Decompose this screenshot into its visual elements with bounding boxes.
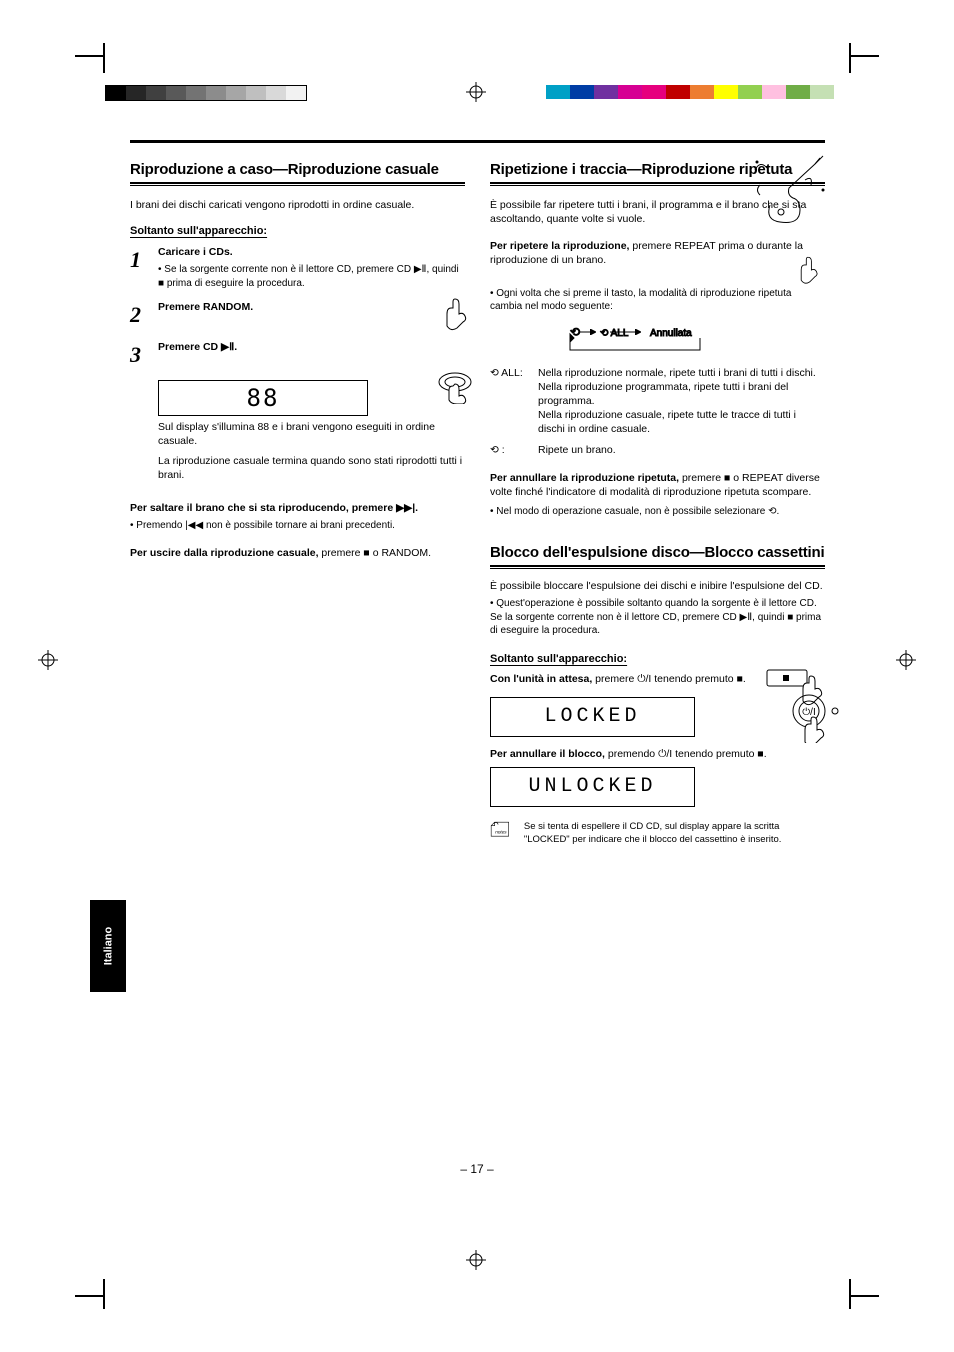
lock-intro: È possibile bloccare l'espulsione dei di… [490, 579, 825, 593]
lcd-display-locked: LOCKED [490, 697, 695, 737]
lock-action-row: Con l'unità in attesa, premere ⏻/I tenen… [490, 672, 825, 686]
step-1-note: • Se la sorgente corrente non è il letto… [158, 263, 465, 290]
language-tab: Italiano [90, 900, 126, 992]
only-on-unit-label-2: Soltanto sull'apparecchio: [490, 652, 825, 667]
crop-mark [75, 1295, 105, 1297]
notes-row: notes Se si tenta di espellere il CD CD,… [490, 821, 825, 849]
svg-text:notes: notes [495, 829, 507, 834]
heading-underline [490, 565, 825, 569]
grayscale-calibration-bar [105, 85, 307, 101]
section-heading-random: Riproduzione a caso—Riproduzione casuale [130, 160, 465, 180]
random-repeat-note: • Nel modo di operazione casuale, non è … [490, 505, 825, 519]
page-number: – 17 – [0, 1162, 954, 1176]
crop-mark [75, 55, 105, 57]
step-3: 3 Premere CD ▶Ⅱ. [130, 340, 465, 370]
crop-mark [849, 1295, 879, 1297]
section-heading-lock: Blocco dell'espulsione disco—Blocco cass… [490, 543, 825, 563]
step-3-title: Premere CD ▶Ⅱ. [158, 341, 237, 353]
mode-all-desc: ⟲ ALL: Nella riproduzione normale, ripet… [490, 366, 825, 437]
left-column: Riproduzione a caso—Riproduzione casuale… [130, 160, 465, 560]
repeat-cycle-note: • Ogni volta che si preme il tasto, la m… [490, 287, 825, 314]
step-2-title: Premere RANDOM. [158, 301, 253, 313]
heading-underline [130, 182, 465, 186]
registration-mark-icon [38, 650, 58, 670]
step-1: 1 Caricare i CDs. • Se la sorgente corre… [130, 245, 465, 290]
section-heading-repeat: Ripetizione i traccia—Riproduzione ripet… [490, 160, 825, 180]
press-hand-icon [791, 253, 825, 287]
lock-note: • Quest'operazione è possibile soltanto … [490, 597, 825, 638]
repeat-all-icon: ⟲ ALL: [490, 366, 532, 437]
top-horizontal-rule [130, 140, 825, 143]
cancel-repeat: Per annullare la riproduzione ripetuta, … [490, 471, 825, 499]
step-number: 1 [130, 245, 158, 275]
language-tab-label: Italiano [102, 927, 114, 966]
step-3-body-c: La riproduzione casuale termina quando s… [158, 454, 465, 482]
svg-text:Annullata: Annullata [650, 328, 692, 339]
registration-mark-icon [466, 1250, 486, 1270]
registration-mark-icon [466, 82, 486, 102]
skip-note: • Premendo |◀◀ non è possibile tornare a… [130, 519, 465, 533]
exit-random: Per uscire dalla riproduzione casuale, p… [130, 546, 465, 560]
mode-one-desc: ⟲ : Ripete un brano. [490, 443, 825, 457]
step-3-body-b: Sul display s'illumina 88 e i brani veng… [158, 420, 465, 448]
heading-underline [490, 182, 825, 186]
step-1-title: Caricare i CDs. [158, 246, 233, 258]
notes-icon: notes [490, 821, 510, 849]
intro-random: I brani dei dischi caricati vengono ripr… [130, 198, 465, 212]
lcd-locked-text: LOCKED [544, 703, 640, 730]
intro-repeat: È possibile far ripetere tutti i brani, … [490, 198, 825, 226]
crop-mark [849, 55, 879, 57]
unlock-action: Per annullare il blocco, premendo ⏻/I te… [490, 747, 825, 761]
locked-row: LOCKED ⏻/I [490, 697, 825, 737]
registration-mark-icon [896, 650, 916, 670]
lcd-display-unlocked: UNLOCKED [490, 767, 695, 807]
lcd-unlocked-text: UNLOCKED [528, 773, 656, 800]
lcd-display-88: 88 [158, 380, 368, 416]
right-column: Ripetizione i traccia—Riproduzione ripet… [490, 160, 825, 849]
step-number: 2 [130, 300, 158, 330]
color-calibration-bar [546, 85, 834, 99]
lock-section: Blocco dell'espulsione disco—Blocco cass… [490, 543, 825, 849]
step-2: 2 Premere RANDOM. [130, 300, 465, 330]
power-button-with-hand-icon: ⏻/I [787, 693, 845, 747]
step-number: 3 [130, 340, 158, 370]
svg-text:⏻/I: ⏻/I [802, 707, 815, 718]
repeat-one-icon: ⟲ : [490, 443, 532, 457]
only-on-unit-label: Soltanto sull'apparecchio: [130, 224, 465, 239]
press-hand-icon [435, 364, 475, 404]
content-area: Riproduzione a caso—Riproduzione casuale… [130, 140, 825, 151]
repeat-cycle-diagram: ⟲ ⟲ ALL Annullata [550, 320, 730, 360]
press-hand-icon [435, 294, 475, 334]
skip-instruction: Per saltare il brano che si sta riproduc… [130, 501, 465, 515]
repeat-instruction: Per ripetere la riproduzione, premere RE… [490, 239, 825, 267]
notes-text: Se si tenta di espellere il CD CD, sul d… [524, 821, 825, 847]
page: Italiano Riproduzione a caso—Ripro [0, 0, 954, 1352]
lcd-segment-88: 88 [247, 382, 280, 414]
svg-text:⟲ ALL: ⟲ ALL [600, 328, 629, 339]
